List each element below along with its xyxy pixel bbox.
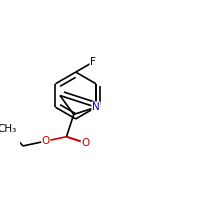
Text: O: O <box>81 138 90 148</box>
Text: N: N <box>92 102 100 112</box>
Text: F: F <box>90 57 96 67</box>
Text: CH₃: CH₃ <box>0 124 17 134</box>
Text: N: N <box>92 102 100 112</box>
Text: O: O <box>42 136 50 146</box>
